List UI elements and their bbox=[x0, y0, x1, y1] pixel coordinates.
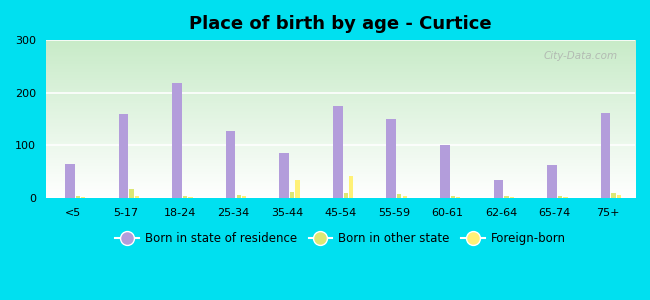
Bar bbox=[397, 194, 402, 198]
Bar bbox=[601, 113, 610, 198]
Bar bbox=[172, 83, 182, 198]
Bar bbox=[450, 196, 455, 198]
Bar bbox=[456, 197, 460, 198]
Bar bbox=[402, 196, 407, 198]
Bar bbox=[183, 196, 187, 198]
Bar bbox=[226, 130, 235, 198]
Bar bbox=[333, 106, 343, 198]
Bar bbox=[504, 196, 508, 198]
Bar bbox=[290, 192, 294, 198]
Bar bbox=[510, 197, 514, 198]
Bar bbox=[612, 193, 616, 198]
Bar bbox=[280, 153, 289, 198]
Bar bbox=[440, 146, 450, 198]
Bar bbox=[547, 165, 557, 198]
Bar bbox=[81, 197, 86, 198]
Bar bbox=[564, 197, 567, 198]
Bar bbox=[344, 193, 348, 198]
Bar bbox=[349, 176, 354, 198]
Bar bbox=[237, 195, 240, 198]
Legend: Born in state of residence, Born in other state, Foreign-born: Born in state of residence, Born in othe… bbox=[111, 228, 571, 250]
Bar bbox=[135, 196, 139, 198]
Bar bbox=[296, 180, 300, 198]
Bar bbox=[129, 188, 134, 198]
Title: Place of birth by age - Curtice: Place of birth by age - Curtice bbox=[189, 15, 492, 33]
Bar bbox=[76, 196, 80, 198]
Bar bbox=[65, 164, 75, 198]
Bar bbox=[242, 196, 246, 198]
Bar bbox=[558, 196, 562, 198]
Bar bbox=[188, 197, 192, 198]
Bar bbox=[493, 180, 503, 198]
Bar bbox=[387, 119, 396, 198]
Text: City-Data.com: City-Data.com bbox=[543, 51, 618, 61]
Bar bbox=[119, 114, 128, 198]
Bar bbox=[617, 195, 621, 198]
